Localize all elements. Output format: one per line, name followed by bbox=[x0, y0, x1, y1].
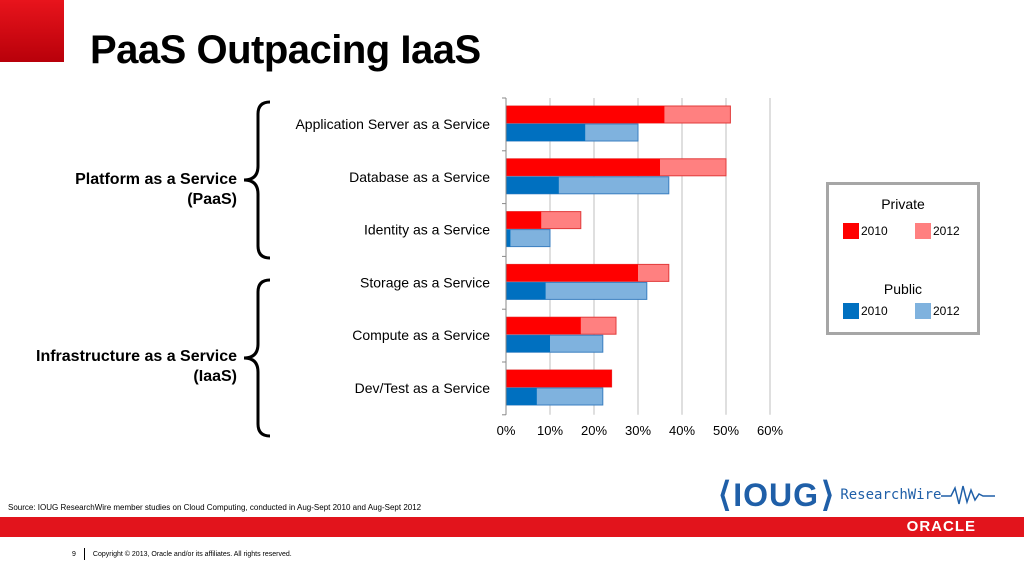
x-tick-label: 10% bbox=[537, 423, 563, 438]
legend: Private 2010 2012 Public 2010 2012 bbox=[826, 182, 980, 335]
legend-item-public-2012: 2012 bbox=[915, 303, 960, 319]
legend-label-public-2012: 2012 bbox=[933, 304, 960, 318]
footer-separator bbox=[83, 548, 85, 560]
x-tick-label: 60% bbox=[757, 423, 783, 438]
waveform-icon bbox=[941, 485, 996, 505]
group-label-paas: Platform as a Service (PaaS) bbox=[75, 170, 237, 210]
legend-item-private-2010: 2010 bbox=[843, 223, 888, 239]
slide-title: PaaS Outpacing IaaS bbox=[90, 28, 481, 72]
category-label: Database as a Service bbox=[349, 169, 490, 185]
bar-public-2010 bbox=[506, 282, 546, 300]
researchwire-logo-text: ResearchWire bbox=[840, 487, 942, 503]
legend-swatch-private-2012 bbox=[915, 223, 931, 239]
legend-swatch-public-2010 bbox=[843, 303, 859, 319]
group-label-iaas-line1: Infrastructure as a Service bbox=[36, 348, 237, 365]
group-label-paas-line2: (PaaS) bbox=[187, 191, 237, 208]
x-tick-label: 50% bbox=[713, 423, 739, 438]
oracle-logo: ORACLE bbox=[906, 518, 976, 535]
bar-public-2012 bbox=[505, 229, 551, 248]
brace-paas bbox=[243, 100, 271, 260]
brace-iaas bbox=[243, 278, 271, 438]
x-tick-label: 20% bbox=[581, 423, 607, 438]
bar-private-2010 bbox=[506, 370, 612, 387]
category-label: Dev/Test as a Service bbox=[355, 380, 491, 396]
source-note: Source: IOUG ResearchWire member studies… bbox=[8, 503, 422, 512]
ioug-logo: ⟨ IOUG ⟩ ResearchWire bbox=[718, 478, 997, 512]
bar-private-2010 bbox=[506, 317, 581, 335]
legend-swatch-private-2010 bbox=[843, 223, 859, 239]
ioug-logo-text: IOUG bbox=[733, 477, 820, 513]
bar-public-2010 bbox=[506, 229, 511, 247]
category-label: Application Server as a Service bbox=[295, 116, 490, 132]
legend-label-public-2010: 2010 bbox=[861, 304, 888, 318]
footer: 9 Copyright © 2013, Oracle and/or its af… bbox=[72, 548, 292, 560]
category-label: Identity as a Service bbox=[364, 222, 490, 238]
group-label-iaas: Infrastructure as a Service (IaaS) bbox=[36, 347, 237, 387]
footer-brand-bar bbox=[0, 517, 1024, 537]
bar-private-2010 bbox=[506, 158, 660, 176]
legend-title-private: Private bbox=[881, 196, 925, 212]
bar-private-2010 bbox=[506, 264, 638, 282]
group-label-paas-line1: Platform as a Service bbox=[75, 171, 237, 188]
bar-public-2010 bbox=[506, 124, 586, 141]
group-label-iaas-line2: (IaaS) bbox=[193, 368, 237, 385]
bar-private-2010 bbox=[506, 211, 542, 229]
x-tick-label: 40% bbox=[669, 423, 695, 438]
category-label: Compute as a Service bbox=[352, 327, 490, 343]
corner-accent bbox=[0, 0, 64, 62]
copyright: Copyright © 2013, Oracle and/or its affi… bbox=[92, 550, 292, 558]
category-label: Storage as a Service bbox=[360, 274, 490, 290]
legend-item-public-2010: 2010 bbox=[843, 303, 888, 319]
bar-private-2010 bbox=[506, 106, 665, 123]
bar-public-2010 bbox=[506, 176, 559, 194]
ioug-right-bracket-icon: ⟩ bbox=[821, 476, 835, 514]
legend-swatch-public-2012 bbox=[915, 303, 931, 319]
bar-public-2010 bbox=[506, 388, 537, 405]
page-number: 9 bbox=[72, 550, 76, 558]
bar-public-2010 bbox=[506, 335, 550, 353]
x-tick-label: 30% bbox=[625, 423, 651, 438]
legend-item-private-2012: 2012 bbox=[915, 223, 960, 239]
bar-chart: 0% 10% 20% 30% 40% 50% 60% Application Server a… bbox=[295, 97, 783, 438]
x-tick-label: 0% bbox=[497, 423, 516, 438]
legend-label-private-2012: 2012 bbox=[933, 224, 960, 238]
legend-label-private-2010: 2010 bbox=[861, 224, 888, 238]
ioug-left-bracket-icon: ⟨ bbox=[718, 476, 732, 514]
legend-title-public: Public bbox=[883, 281, 923, 297]
